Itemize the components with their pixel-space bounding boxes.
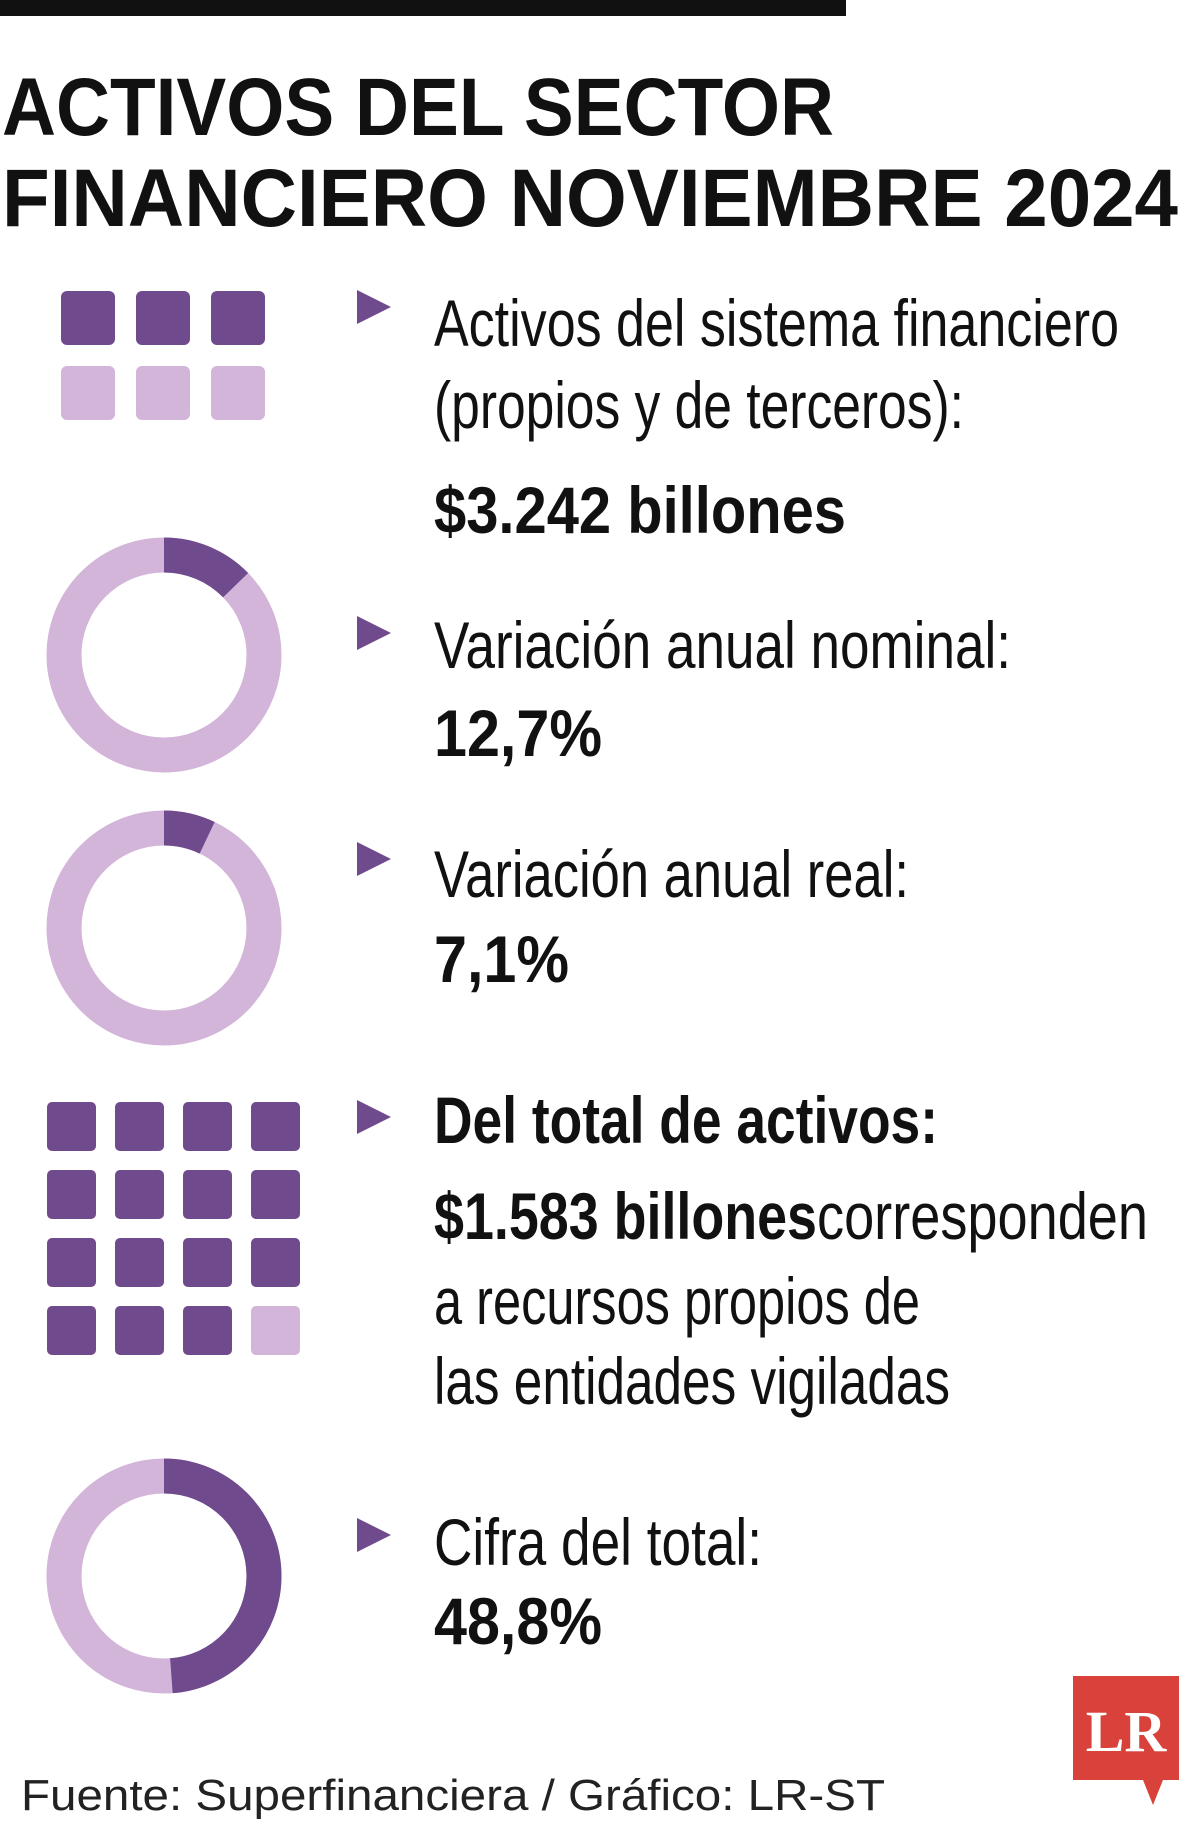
title: FINANCIERO NOVIEMBRE 2024 xyxy=(2,153,1178,244)
waffle-cell xyxy=(61,291,115,345)
bullet xyxy=(357,616,391,650)
waffle-cell xyxy=(251,1102,300,1151)
donut-track xyxy=(46,810,282,1046)
item-label: Cifra del total: xyxy=(434,1505,762,1579)
waffle-cell xyxy=(136,291,190,345)
donut-arc xyxy=(46,537,282,773)
waffle-cell xyxy=(115,1170,164,1219)
waffle-cell xyxy=(251,1238,300,1287)
waffle-cell xyxy=(183,1170,232,1219)
donut-arc xyxy=(46,1458,282,1694)
waffle-cell xyxy=(115,1306,164,1355)
waffle-cell xyxy=(183,1306,232,1355)
item-label: (propios y de terceros): xyxy=(434,368,964,442)
item-label: Variación anual nominal: xyxy=(434,608,1011,682)
logo-box xyxy=(1073,1676,1179,1805)
bullet xyxy=(357,842,391,876)
waffle-cell xyxy=(47,1306,96,1355)
waffle-cell xyxy=(183,1102,232,1151)
waffle-cell xyxy=(47,1170,96,1219)
source: Fuente: Superfinanciera / Gráfico: LR-ST xyxy=(21,1771,885,1820)
waffle-cell xyxy=(115,1102,164,1151)
logo: LR xyxy=(1073,1676,1179,1805)
waffle-cell xyxy=(47,1102,96,1151)
item-label: Variación anual real: xyxy=(434,837,909,911)
item-label: Del total de activos: xyxy=(434,1083,938,1157)
bullet xyxy=(357,1518,391,1552)
waffle-cell xyxy=(251,1306,300,1355)
waffle-cell xyxy=(211,291,265,345)
item-text: corresponden xyxy=(817,1179,1148,1253)
item-text: las entidades vigiladas xyxy=(434,1344,950,1418)
logo-text: LR xyxy=(1086,1699,1168,1764)
item-value: $3.242 billones xyxy=(434,473,846,547)
top-bar xyxy=(0,0,846,16)
bullet xyxy=(357,1100,391,1134)
item-value: $1.583 billones xyxy=(434,1179,817,1253)
waffle-cell xyxy=(183,1238,232,1287)
waffle-cell xyxy=(47,1238,96,1287)
waffle-cell xyxy=(115,1238,164,1287)
waffle-cell xyxy=(136,366,190,420)
donut-arc xyxy=(46,810,282,1046)
item-value: 7,1% xyxy=(434,922,569,996)
bullet xyxy=(357,290,391,324)
title: ACTIVOS DEL SECTOR xyxy=(2,62,834,153)
waffle-cell xyxy=(211,366,265,420)
waffle-cell xyxy=(61,366,115,420)
item-label: Activos del sistema financiero xyxy=(434,286,1119,360)
item-text: a recursos propios de xyxy=(434,1264,920,1338)
waffle-cell xyxy=(251,1170,300,1219)
item-value: 48,8% xyxy=(434,1584,602,1658)
item-value: 12,7% xyxy=(434,696,602,770)
